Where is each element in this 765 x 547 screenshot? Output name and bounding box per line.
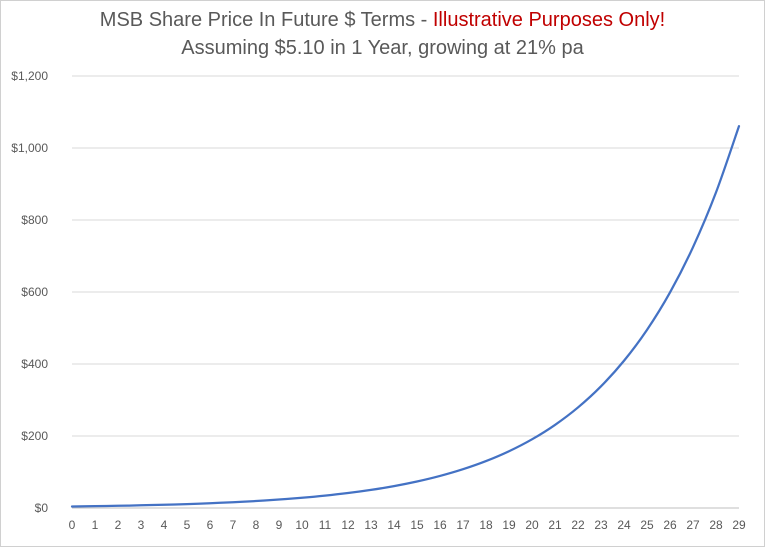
y-tick-label: $0 <box>35 501 49 515</box>
y-tick-label: $1,200 <box>11 69 48 83</box>
x-tick-label: 0 <box>69 518 76 532</box>
x-tick-label: 6 <box>207 518 214 532</box>
chart-title-emphasis: Illustrative Purposes Only! <box>432 9 666 31</box>
x-tick-label: 22 <box>571 518 585 532</box>
x-tick-label: 1 <box>92 518 99 532</box>
x-tick-label: 7 <box>230 518 237 532</box>
x-axis-ticks: 0 1 2 3 4 5 6 7 8 9 10 11 12 13 14 15 16 17 18 19 20 21 22 23 24… <box>69 518 746 532</box>
x-tick-label: 23 <box>594 518 608 532</box>
gridlines <box>72 75 739 509</box>
x-tick-label: 21 <box>548 518 562 532</box>
x-tick-label: 13 <box>364 518 378 532</box>
y-tick-label: $200 <box>21 429 48 443</box>
y-tick-label: $1,000 <box>11 141 48 155</box>
x-tick-label: 12 <box>341 518 355 532</box>
chart-title-main: MSB Share Price In Future $ Terms - <box>99 9 433 31</box>
x-tick-label: 16 <box>433 518 447 532</box>
chart-subtitle: Assuming $5.10 in 1 Year, growing at 21%… <box>181 37 584 59</box>
chart-title: MSB Share Price In Future $ Terms - Illu… <box>0 6 765 34</box>
series-layer <box>70 125 741 508</box>
y-tick-label: $400 <box>21 357 48 371</box>
y-tick-label: $600 <box>21 285 48 299</box>
x-tick-label: 11 <box>319 518 332 532</box>
x-tick-label: 29 <box>732 518 746 532</box>
x-tick-label: 20 <box>525 518 539 532</box>
x-tick-label: 15 <box>410 518 424 532</box>
x-tick-label: 25 <box>640 518 654 532</box>
x-tick-label: 18 <box>479 518 493 532</box>
y-tick-label: $800 <box>21 213 48 227</box>
x-tick-label: 3 <box>138 518 145 532</box>
series-line <box>70 125 741 508</box>
x-tick-label: 19 <box>502 518 516 532</box>
x-tick-label: 28 <box>709 518 723 532</box>
x-tick-label: 14 <box>387 518 401 532</box>
x-tick-label: 4 <box>161 518 168 532</box>
x-tick-label: 5 <box>184 518 191 532</box>
x-tick-label: 9 <box>276 518 283 532</box>
y-axis-ticks: $0 $200 $400 $600 $800 $1,000 $1,200 <box>11 69 48 515</box>
x-tick-label: 24 <box>617 518 631 532</box>
x-tick-label: 26 <box>663 518 677 532</box>
chart-title-block: MSB Share Price In Future $ Terms - Illu… <box>0 6 765 62</box>
x-tick-label: 2 <box>115 518 122 532</box>
x-tick-label: 27 <box>686 518 700 532</box>
x-tick-label: 8 <box>253 518 260 532</box>
x-tick-label: 10 <box>295 518 309 532</box>
x-tick-label: 17 <box>456 518 470 532</box>
